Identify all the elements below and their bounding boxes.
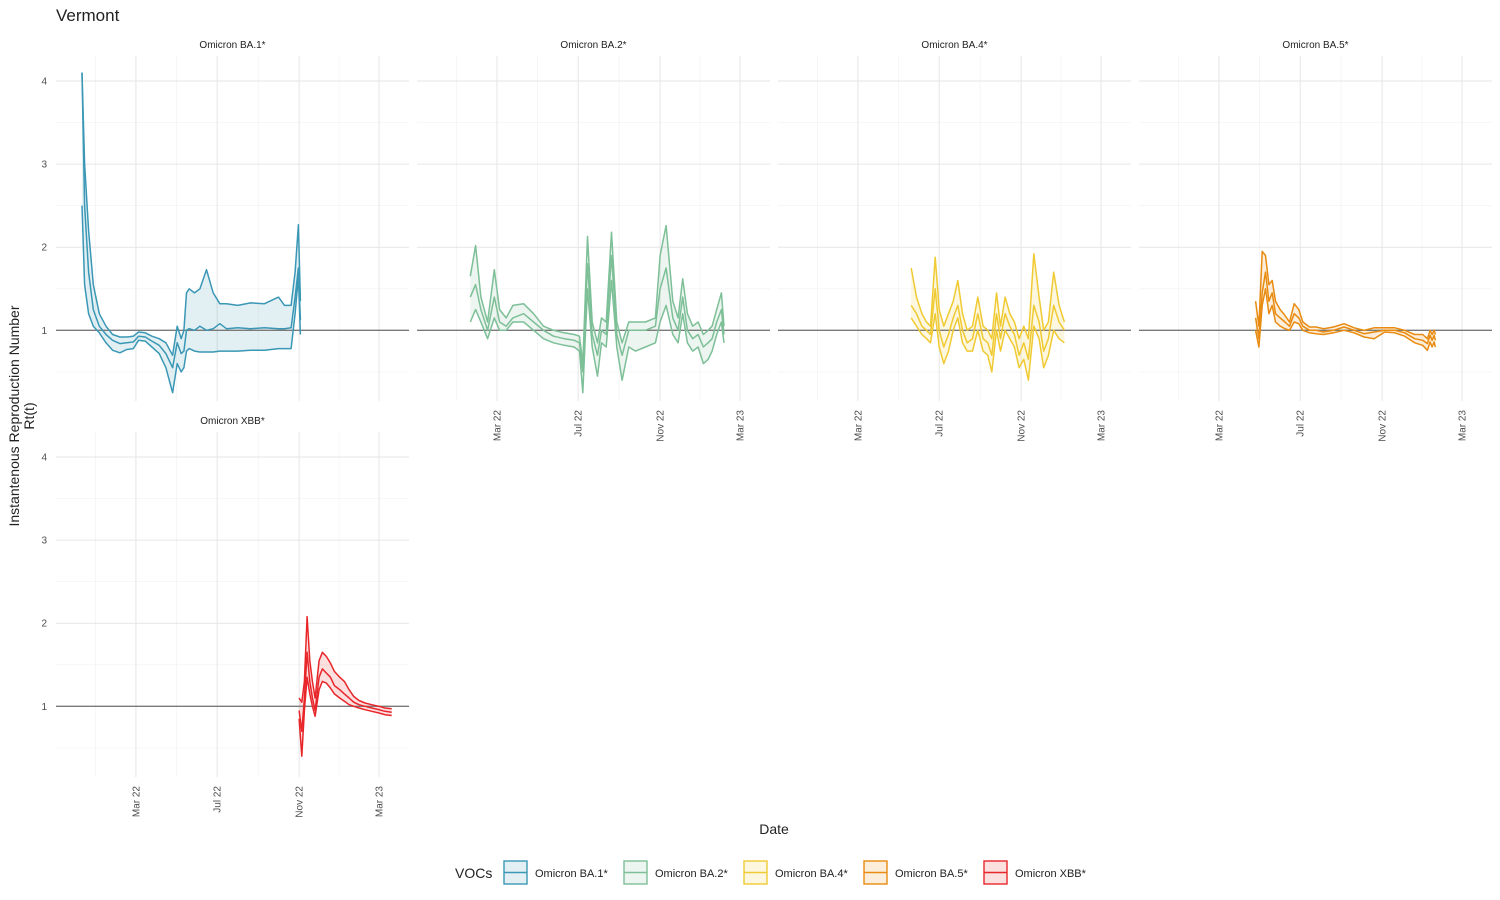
legend-label: Omicron BA.5* <box>895 868 968 880</box>
legend-title: VOCs <box>455 865 492 881</box>
x-tick-label: Mar 23 <box>1097 410 1108 442</box>
ci-ribbon <box>299 616 392 757</box>
lower-bound-line <box>298 676 392 757</box>
x-tick-label: Nov 22 <box>656 410 667 442</box>
lower-bound-line <box>81 205 302 394</box>
x-tick-label: Mar 22 <box>1214 410 1225 442</box>
ci-ribbon <box>82 72 301 393</box>
panel-1: Omicron BA.1* 1 2 3 4 <box>41 40 409 401</box>
lower-bound-line <box>1254 288 1437 352</box>
panel-strip-label: Omicron BA.5* <box>1282 40 1348 51</box>
x-tick-label: Mar 23 <box>1458 410 1469 442</box>
y-tick-label: 2 <box>41 619 47 630</box>
legend-entry: Omicron BA.2* <box>623 860 728 885</box>
panels-layer: Omicron BA.1* 1 2 3 4 Omicron BA.2* Mar 22 Jul … <box>41 40 1492 818</box>
legend-label: Omicron BA.1* <box>535 868 608 880</box>
upper-bound-line <box>1254 250 1437 340</box>
legend-label: Omicron BA.2* <box>655 868 728 880</box>
x-tick-label: Mar 23 <box>375 786 386 818</box>
x-tick-label: Mar 22 <box>131 786 142 818</box>
chart-title: Vermont <box>56 6 120 25</box>
lower-bound-line <box>469 279 725 394</box>
y-axis-title: Instantenous Reproduction Number Rt(t) <box>6 305 37 526</box>
y-tick-label: 4 <box>41 76 47 87</box>
upper-bound-line <box>469 224 725 365</box>
x-tick-label: Nov 22 <box>295 786 306 818</box>
y-tick-label: 1 <box>41 326 47 337</box>
y-tick-label: 4 <box>41 452 47 463</box>
panel-4: Omicron BA.5* Mar 22 Jul 22 Nov 22 Mar 23 <box>1139 40 1492 442</box>
mean-line <box>469 254 725 373</box>
x-tick-label: Jul 22 <box>1296 410 1307 437</box>
mean-line <box>81 72 302 369</box>
lower-bound-line <box>910 312 1065 381</box>
x-tick-label: Jul 22 <box>213 786 224 813</box>
upper-bound-line <box>81 72 302 357</box>
legend-entry: Omicron BA.4* <box>743 860 848 885</box>
y-axis-title-line2: Rt(t) <box>21 402 37 429</box>
y-tick-label: 3 <box>41 536 47 547</box>
x-tick-label: Jul 22 <box>935 410 946 437</box>
legend-entry: Omicron BA.1* <box>503 860 608 885</box>
mean-line <box>1254 271 1437 345</box>
legend: VOCs Omicron BA.1* Omicron BA.2* Omicron BA… <box>455 860 1087 885</box>
mean-line <box>910 288 1066 361</box>
upper-bound-line <box>298 615 392 710</box>
upper-bound-line <box>910 253 1066 340</box>
legend-label: Omicron BA.4* <box>775 868 848 880</box>
legend-label: Omicron XBB* <box>1015 868 1087 880</box>
legend-entry: Omicron XBB* <box>983 860 1087 885</box>
panel-strip-label: Omicron BA.1* <box>199 40 265 51</box>
x-tick-label: Mar 22 <box>492 410 503 442</box>
y-tick-label: 2 <box>41 243 47 254</box>
panel-2: Omicron BA.2* Mar 22 Jul 22 Nov 22 Mar 23 <box>417 40 770 442</box>
panel-strip-label: Omicron BA.4* <box>921 40 987 51</box>
panel-3: Omicron BA.4* Mar 22 Jul 22 Nov 22 Mar 23 <box>778 40 1131 442</box>
panel-5: Omicron XBB* 1 2 3 4 Mar 22 Jul 22 Nov 22 Mar 23 <box>41 416 409 818</box>
x-tick-label: Jul 22 <box>574 410 585 437</box>
x-tick-label: Nov 22 <box>1378 410 1389 442</box>
legend-entry: Omicron BA.5* <box>863 860 968 885</box>
y-tick-label: 1 <box>41 702 47 713</box>
x-tick-label: Mar 22 <box>853 410 864 442</box>
y-tick-label: 3 <box>41 160 47 171</box>
x-tick-label: Nov 22 <box>1017 410 1028 442</box>
x-tick-label: Mar 23 <box>736 410 747 442</box>
ci-ribbon <box>470 225 724 393</box>
panel-strip-label: Omicron XBB* <box>200 416 265 427</box>
panel-strip-label: Omicron BA.2* <box>560 40 626 51</box>
y-axis-title-line1: Instantenous Reproduction Number <box>6 305 22 526</box>
mean-line <box>298 651 392 733</box>
x-axis-title: Date <box>759 821 789 837</box>
